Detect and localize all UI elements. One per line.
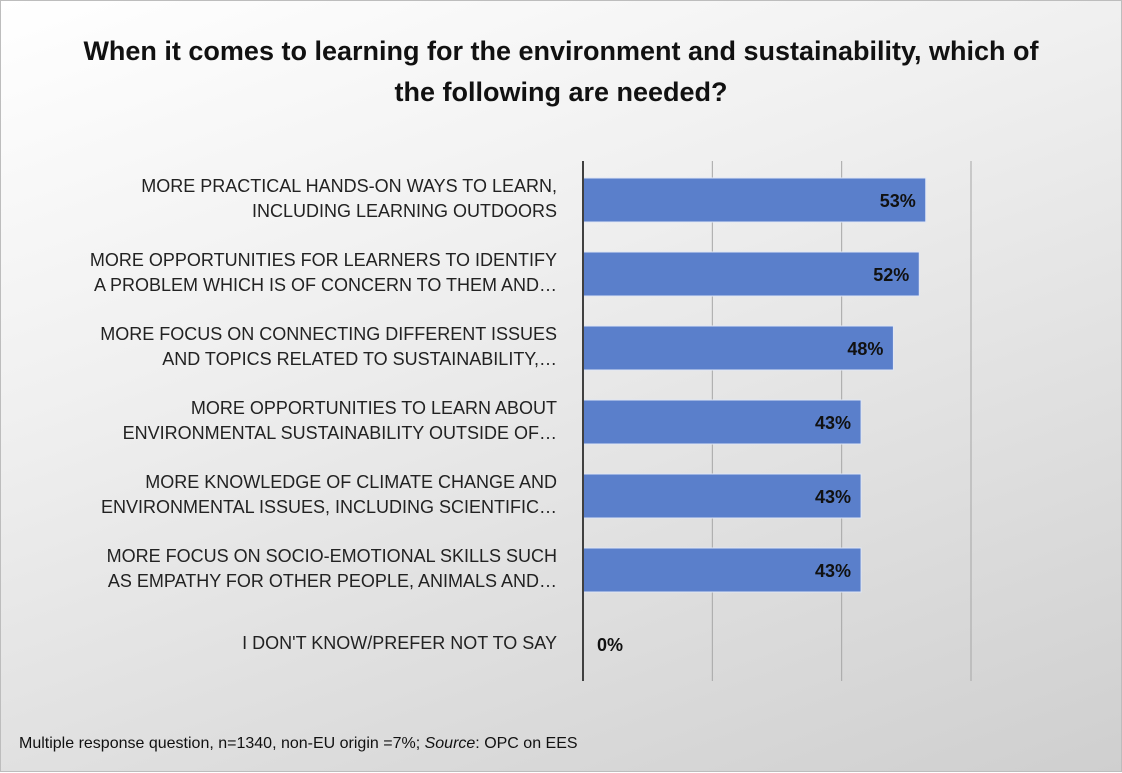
footnote: Multiple response question, n=1340, non-… [19, 735, 578, 753]
data-label: 0% [597, 635, 623, 655]
data-label: 43% [815, 487, 851, 507]
bar [582, 399, 862, 445]
category-label-line: MORE FOCUS ON CONNECTING DIFFERENT ISSUE… [100, 324, 557, 344]
bar [582, 473, 862, 519]
category-label-line: I DON'T KNOW/PREFER NOT TO SAY [242, 632, 557, 653]
category-label: MORE PRACTICAL HANDS-ON WAYS TO LEARN, IN… [17, 174, 557, 224]
footnote-source: : OPC on EES [475, 735, 578, 752]
data-label: 48% [847, 339, 883, 359]
category-label: MORE FOCUS ON SOCIO-EMOTIONAL SKILLS SUC… [17, 544, 557, 594]
chart-title: When it comes to learning for the enviro… [83, 36, 1039, 107]
category-label-line: AND TOPICS RELATED TO SUSTAINABILITY,… [162, 349, 557, 369]
category-label-line: ENVIRONMENTAL SUSTAINABILITY OUTSIDE OF… [122, 423, 557, 443]
category-label-line: A PROBLEM WHICH IS OF CONCERN TO THEM AN… [93, 275, 557, 295]
category-label-line: MORE OPPORTUNITIES TO LEARN ABOUT [190, 398, 557, 418]
data-label: 43% [815, 413, 851, 433]
category-label-line: MORE OPPORTUNITIES FOR LEARNERS TO IDENT… [89, 250, 557, 270]
category-label-line: AS EMPATHY FOR OTHER PEOPLE, ANIMALS AND… [107, 571, 557, 591]
category-label: MORE FOCUS ON CONNECTING DIFFERENT ISSUE… [17, 322, 557, 372]
category-label-line: MORE FOCUS ON SOCIO-EMOTIONAL SKILLS SUC… [106, 546, 557, 566]
category-label: MORE OPPORTUNITIES TO LEARN ABOUT ENVIRON… [17, 396, 557, 446]
category-label: MORE OPPORTUNITIES FOR LEARNERS TO IDENT… [17, 248, 557, 298]
category-label-line: MORE KNOWLEDGE OF CLIMATE CHANGE AND [145, 472, 557, 492]
bar [582, 251, 920, 297]
category-label-line: MORE PRACTICAL HANDS-ON WAYS TO LEARN, [141, 176, 557, 196]
bar [582, 177, 927, 223]
category-label-line: ENVIRONMENTAL ISSUES, INCLUDING SCIENTIF… [100, 497, 557, 517]
category-label: I DON'T KNOW/PREFER NOT TO SAY [17, 631, 557, 656]
footnote-source-label: Source [424, 735, 476, 752]
bar [582, 325, 894, 371]
category-label-line: INCLUDING LEARNING OUTDOORS [251, 201, 557, 221]
data-label: 53% [880, 191, 916, 211]
footnote-text: Multiple response question, n=1340, non-… [19, 735, 425, 752]
data-label: 43% [815, 561, 851, 581]
category-label: MORE KNOWLEDGE OF CLIMATE CHANGE AND ENVI… [17, 470, 557, 520]
data-label: 52% [873, 265, 909, 285]
